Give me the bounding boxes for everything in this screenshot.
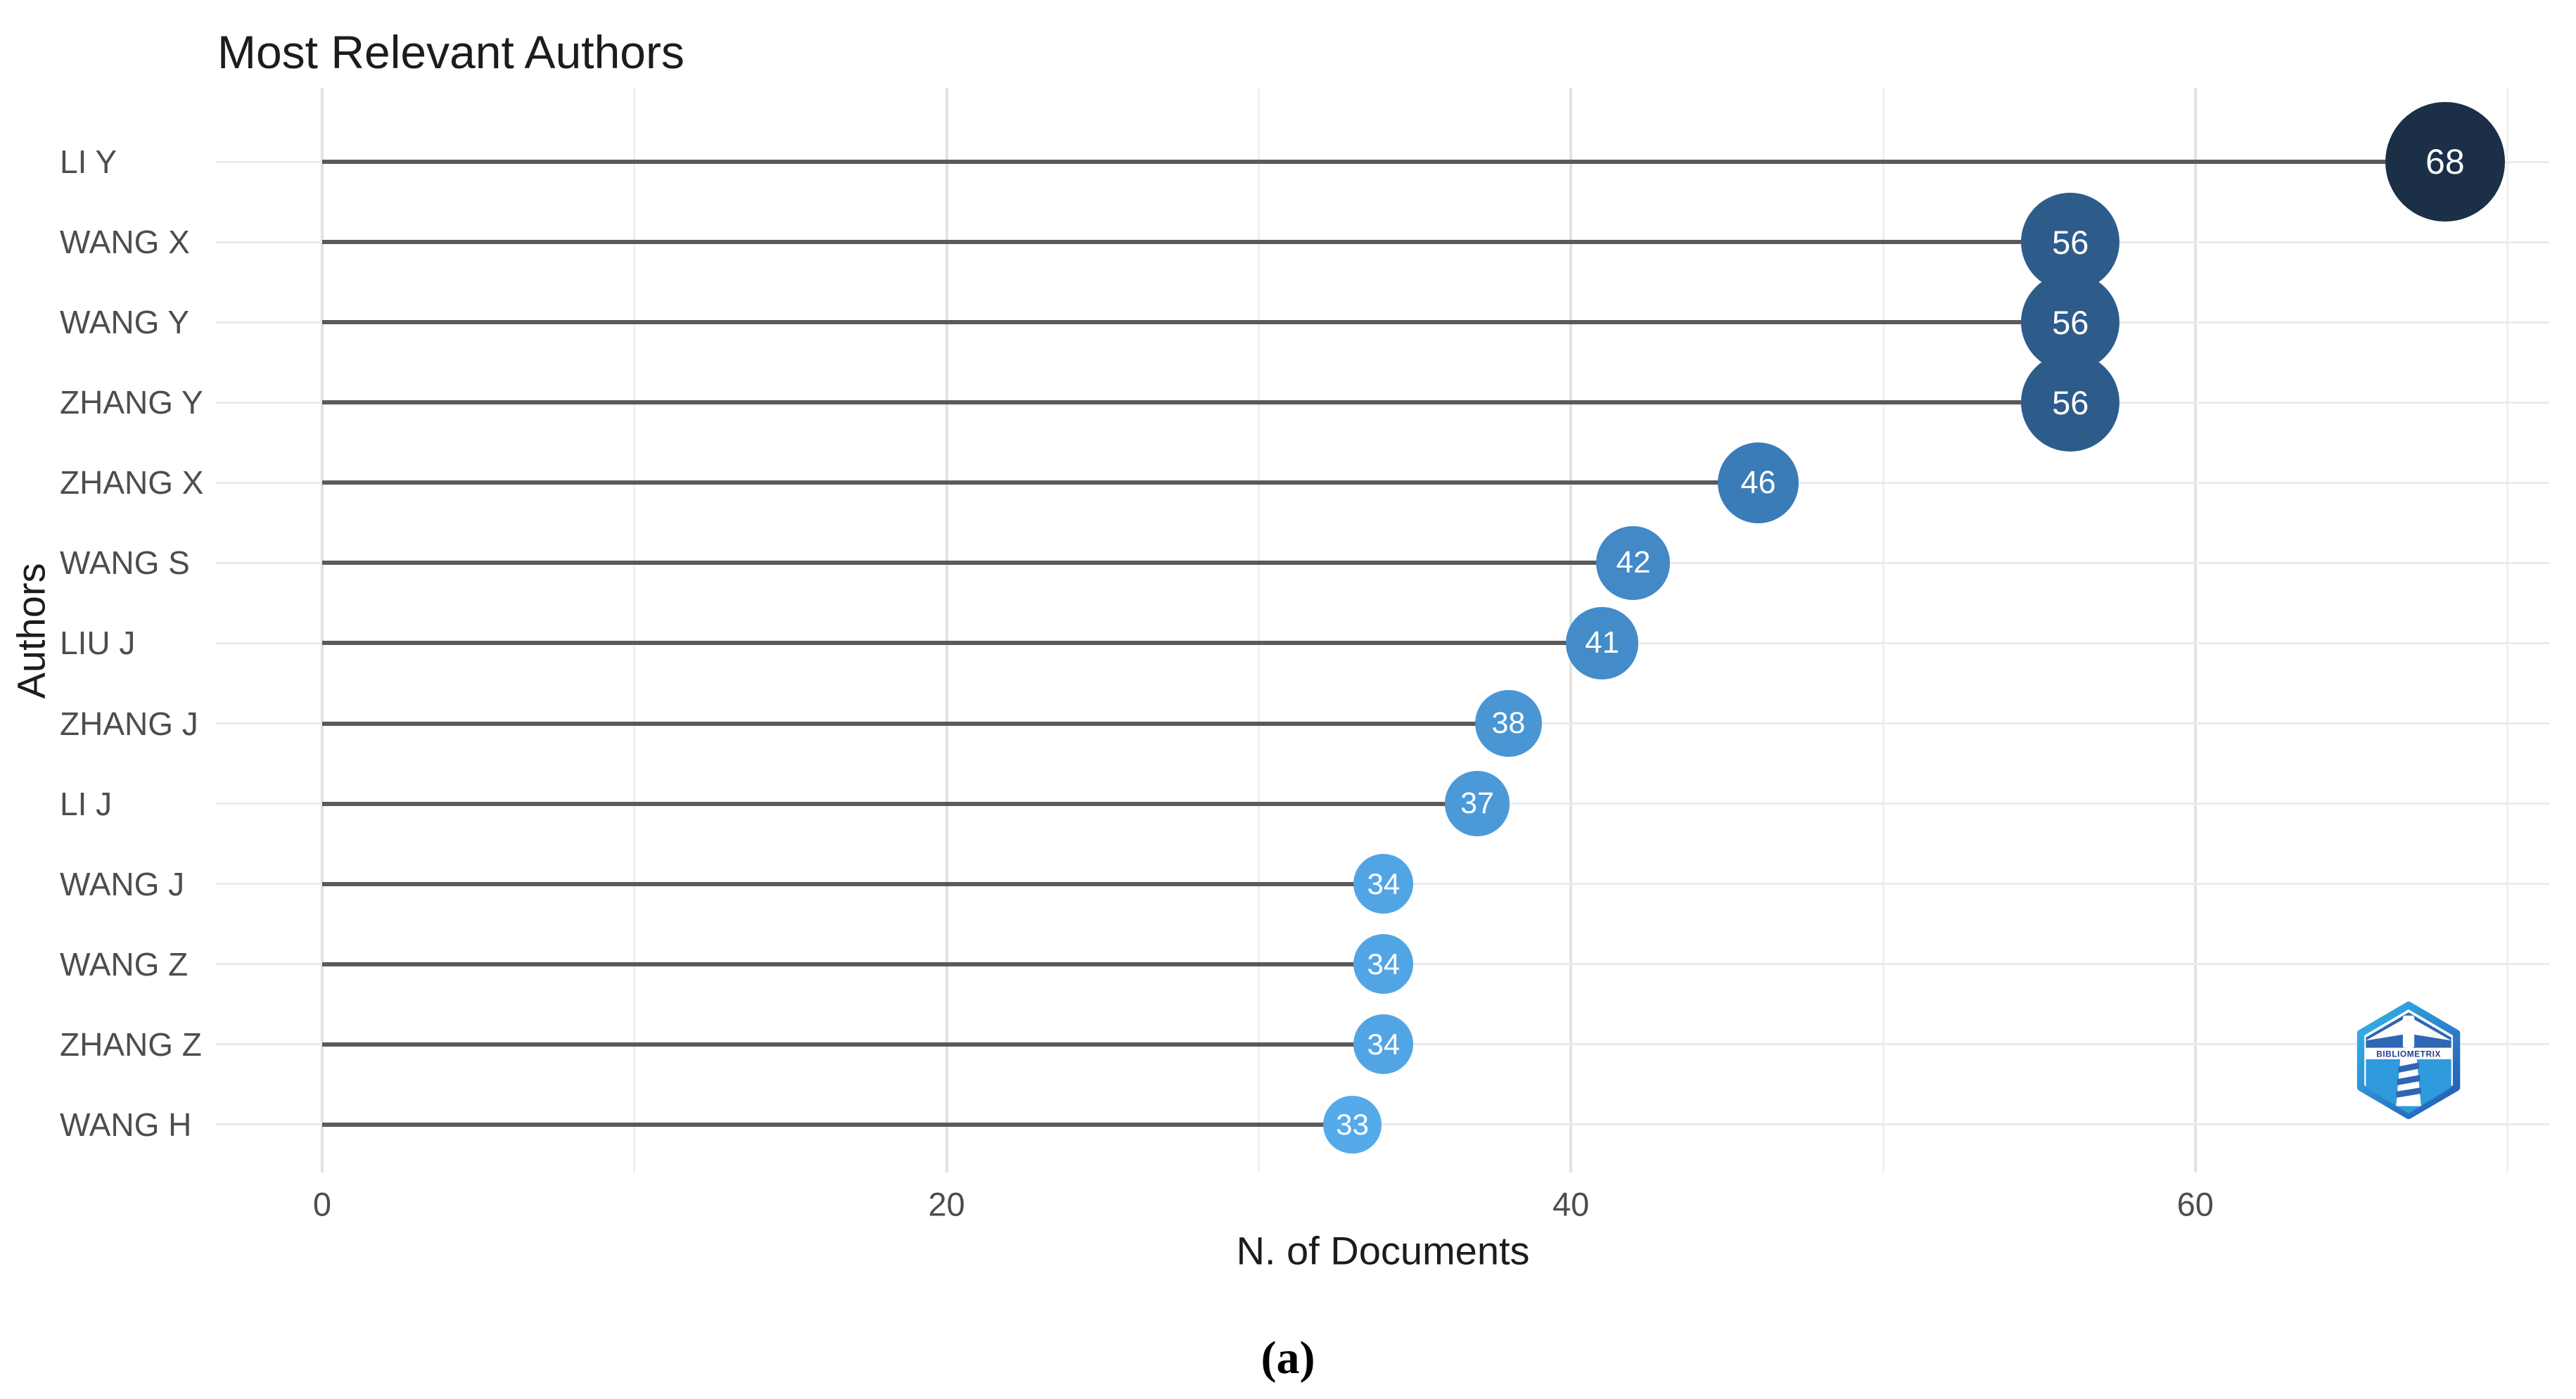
y-tick-label: ZHANG Y — [60, 384, 203, 421]
data-point-bubble: 34 — [1353, 854, 1414, 914]
lollipop-stem — [322, 320, 2071, 325]
data-point-bubble: 42 — [1596, 525, 1671, 600]
data-point-value: 34 — [1367, 947, 1401, 980]
lollipop-stem — [322, 881, 1384, 886]
data-point-bubble: 56 — [2021, 353, 2120, 452]
gridline-vertical-major — [2193, 88, 2197, 1173]
lollipop-stem — [322, 641, 1602, 646]
data-point-value: 46 — [1740, 464, 1776, 501]
y-axis-title: Authors — [8, 563, 53, 699]
y-tick-label: ZHANG Z — [60, 1026, 202, 1063]
gridline-horizontal — [216, 1123, 2549, 1126]
gridline-vertical-minor — [2506, 88, 2509, 1173]
y-tick-label: WANG Z — [60, 945, 189, 983]
x-tick-label: 20 — [928, 1185, 965, 1223]
gridline-vertical-minor — [1882, 88, 1885, 1173]
chart-title: Most Relevant Authors — [217, 26, 684, 78]
y-tick-label: LIU J — [60, 625, 136, 662]
x-tick-label: 40 — [1552, 1185, 1590, 1223]
logo-text: BIBLIOMETRIX — [2376, 1049, 2441, 1059]
data-point-value: 56 — [2052, 303, 2089, 341]
y-tick-label: WANG J — [60, 865, 185, 902]
data-point-value: 56 — [2052, 223, 2089, 261]
y-tick-label: LI Y — [60, 143, 117, 180]
data-point-bubble: 41 — [1566, 607, 1638, 679]
y-tick-label: ZHANG X — [60, 464, 204, 502]
y-tick-label: WANG Y — [60, 304, 190, 341]
lollipop-stem — [322, 561, 1633, 566]
data-point-bubble: 46 — [1717, 442, 1799, 523]
data-point-value: 41 — [1585, 625, 1620, 660]
logo-tower-stripe-2 — [2397, 1075, 2421, 1086]
data-point-bubble: 33 — [1323, 1095, 1382, 1154]
lollipop-stem — [322, 480, 1759, 485]
lollipop-stem — [322, 400, 2071, 405]
lollipop-stem — [322, 1122, 1353, 1127]
gridline-vertical-minor — [633, 88, 636, 1173]
lollipop-stem — [322, 721, 1509, 726]
x-axis-title: N. of Documents — [1236, 1228, 1530, 1273]
data-point-bubble: 68 — [2385, 102, 2505, 222]
lollipop-stem — [322, 240, 2071, 245]
data-point-value: 42 — [1616, 545, 1651, 580]
lollipop-stem — [322, 1042, 1384, 1047]
gridline-vertical-major — [321, 88, 324, 1173]
x-tick-label: 0 — [312, 1185, 332, 1223]
logo-tower-stripe-3 — [2396, 1087, 2421, 1098]
gridline-vertical-minor — [1257, 88, 1260, 1173]
data-point-bubble: 34 — [1353, 934, 1414, 995]
y-tick-label: WANG S — [60, 544, 190, 582]
lollipop-stem — [322, 160, 2445, 164]
data-point-value: 56 — [2052, 383, 2089, 421]
x-tick-label: 60 — [2176, 1185, 2214, 1223]
data-point-value: 38 — [1491, 706, 1526, 741]
data-point-bubble: 34 — [1353, 1014, 1414, 1075]
logo-tower-stripe-1 — [2398, 1062, 2419, 1073]
data-point-bubble: 37 — [1444, 771, 1510, 836]
data-point-bubble: 38 — [1474, 690, 1542, 758]
lollipop-stem — [322, 801, 1478, 806]
gridline-vertical-major — [945, 88, 948, 1173]
y-tick-label: WANG H — [60, 1106, 192, 1143]
bibliometrix-logo: BIBLIOMETRIX — [2357, 1002, 2461, 1119]
data-point-value: 34 — [1367, 867, 1401, 900]
plot-panel: 68 56 56 56 46 42 41 38 37 34 34 34 33 — [216, 88, 2549, 1173]
data-point-value: 34 — [1367, 1027, 1401, 1061]
lollipop-stem — [322, 962, 1384, 966]
data-point-value: 68 — [2425, 142, 2465, 181]
logo-lighthouse-head — [2402, 1015, 2415, 1048]
y-tick-label: WANG X — [60, 224, 190, 261]
data-point-value: 37 — [1460, 786, 1494, 821]
y-tick-label: ZHANG J — [60, 705, 198, 742]
panel-caption: (a) — [1261, 1332, 1315, 1384]
logo-text-band — [2366, 1047, 2451, 1060]
y-tick-label: LI J — [60, 785, 113, 822]
data-point-value: 33 — [1336, 1107, 1369, 1141]
